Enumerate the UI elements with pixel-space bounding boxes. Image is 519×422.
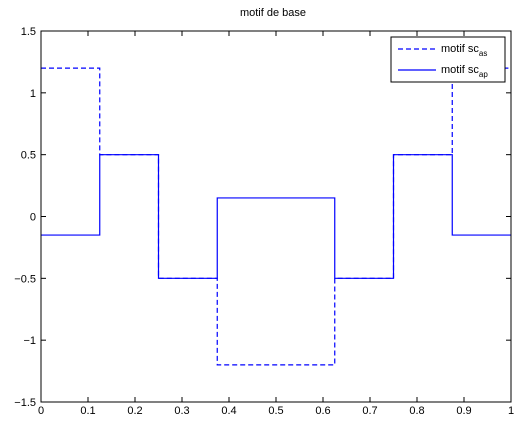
- x-tick-label: 0.8: [409, 405, 424, 417]
- x-tick-label: 0.7: [362, 405, 377, 417]
- legend-label-name: motif sc: [441, 43, 479, 55]
- plot-area: [41, 31, 511, 402]
- legend-box: [390, 36, 506, 83]
- y-tick-label: −0.5: [14, 273, 36, 285]
- ticks-layer: 0 0.1 0.2 0.3 0.4 0.5 0.6 0.7 0.8 0.9 1 −1.5 −1 −0.5 0…: [14, 26, 514, 417]
- x-tick-label: 0: [38, 405, 44, 417]
- x-tick-label: 0.1: [80, 405, 95, 417]
- chart-title: motif de base: [240, 7, 306, 19]
- x-tick-label: 0.3: [174, 405, 189, 417]
- y-tick-label: −1.5: [14, 397, 36, 409]
- x-tick-label: 0.6: [315, 405, 330, 417]
- y-tick-label: 1: [30, 88, 36, 100]
- x-tick-label: 0.9: [456, 405, 471, 417]
- y-tick-label: 1.5: [21, 26, 36, 38]
- series-line-1: [41, 154, 511, 279]
- x-tick-label: 0.4: [221, 405, 236, 417]
- x-tick-label: 0.2: [127, 405, 142, 417]
- legend-label-subscript: as: [479, 49, 487, 58]
- x-tick-label: 0.5: [268, 405, 283, 417]
- x-tick-label: 1: [508, 405, 514, 417]
- plot-frame: [40, 30, 512, 403]
- y-tick-label: 0: [30, 212, 36, 224]
- legend-label-0: motif scas: [441, 43, 487, 58]
- legend-label-1: motif scap: [441, 64, 488, 79]
- series-layer: [41, 67, 511, 366]
- y-tick-label: −1: [23, 335, 36, 347]
- y-tick-label: 0.5: [21, 150, 36, 162]
- legend-label-subscript: ap: [479, 70, 488, 79]
- legend-label-name: motif sc: [441, 64, 479, 76]
